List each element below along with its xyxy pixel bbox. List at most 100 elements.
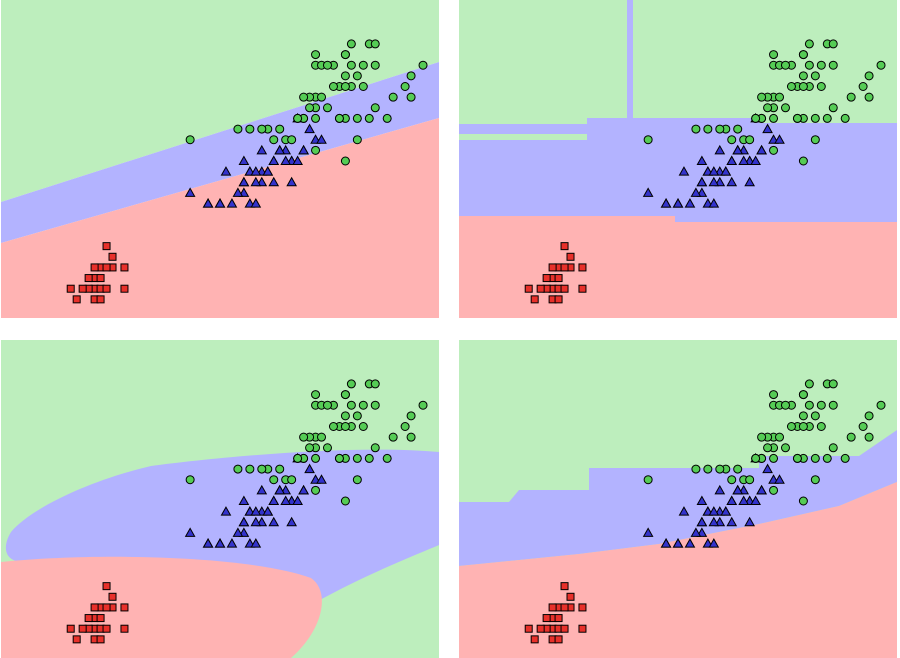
point-class2 bbox=[804, 379, 814, 389]
point-class0 bbox=[554, 295, 563, 304]
point-class1 bbox=[696, 495, 708, 505]
point-class2 bbox=[293, 453, 303, 463]
point-class2 bbox=[780, 60, 790, 70]
point-class1 bbox=[714, 144, 726, 155]
point-class0 bbox=[102, 603, 111, 612]
point-class0 bbox=[542, 614, 551, 623]
point-class0 bbox=[542, 274, 551, 283]
point-class0 bbox=[578, 624, 587, 633]
point-class1 bbox=[660, 198, 672, 208]
point-class2 bbox=[328, 422, 338, 431]
point-class1 bbox=[642, 527, 654, 537]
point-class2 bbox=[733, 464, 743, 474]
point-class2 bbox=[745, 475, 755, 485]
point-class2 bbox=[775, 432, 785, 442]
point-class2 bbox=[798, 496, 808, 506]
point-class2 bbox=[287, 135, 297, 145]
point-class2 bbox=[275, 124, 285, 134]
point-class1 bbox=[238, 176, 250, 187]
point-class0 bbox=[536, 624, 545, 633]
point-class0 bbox=[102, 263, 111, 272]
point-class1 bbox=[726, 495, 738, 505]
point-class1 bbox=[726, 516, 738, 527]
point-class2 bbox=[769, 453, 779, 463]
point-class2 bbox=[828, 443, 838, 453]
point-class2 bbox=[786, 82, 796, 91]
point-class2 bbox=[816, 400, 826, 410]
point-class2 bbox=[257, 464, 267, 474]
point-class1 bbox=[684, 538, 696, 548]
point-class1 bbox=[184, 187, 196, 197]
point-class0 bbox=[548, 263, 557, 272]
point-class2 bbox=[810, 475, 820, 485]
point-class1 bbox=[774, 474, 785, 484]
point-class1 bbox=[732, 144, 744, 155]
point-class2 bbox=[358, 82, 368, 91]
data-points bbox=[66, 379, 428, 644]
point-class2 bbox=[364, 453, 374, 463]
point-class1 bbox=[292, 155, 303, 165]
point-class0 bbox=[102, 582, 111, 591]
point-class2 bbox=[370, 443, 380, 453]
point-class0 bbox=[120, 284, 129, 293]
point-class2 bbox=[780, 443, 790, 453]
point-class1 bbox=[184, 527, 196, 537]
point-class0 bbox=[120, 624, 129, 633]
panel-bottom-right bbox=[459, 340, 897, 658]
point-class2 bbox=[780, 400, 790, 410]
point-class2 bbox=[346, 379, 356, 389]
point-class2 bbox=[406, 92, 416, 102]
point-class0 bbox=[554, 614, 563, 623]
point-class2 bbox=[816, 60, 826, 70]
point-class1 bbox=[292, 495, 303, 505]
point-class2 bbox=[727, 475, 737, 485]
point-class2 bbox=[352, 135, 362, 145]
point-class0 bbox=[560, 582, 569, 591]
point-class2 bbox=[185, 135, 195, 145]
data-points bbox=[66, 39, 428, 304]
point-class2 bbox=[810, 113, 820, 123]
point-class2 bbox=[388, 432, 398, 442]
point-class0 bbox=[560, 242, 569, 251]
point-class2 bbox=[311, 145, 321, 155]
point-class2 bbox=[763, 443, 773, 453]
point-class2 bbox=[322, 103, 332, 113]
point-class0 bbox=[548, 603, 557, 612]
point-class2 bbox=[352, 71, 362, 81]
region-class2 bbox=[1, 0, 439, 202]
point-class1 bbox=[672, 538, 684, 548]
point-class1 bbox=[250, 516, 262, 527]
point-class1 bbox=[202, 538, 214, 548]
point-class0 bbox=[90, 603, 99, 612]
point-class1 bbox=[696, 176, 708, 187]
point-class1 bbox=[642, 187, 654, 197]
point-class2 bbox=[810, 411, 820, 421]
region-class1 bbox=[459, 118, 897, 222]
point-class2 bbox=[317, 92, 327, 102]
point-class1 bbox=[708, 516, 720, 527]
point-class0 bbox=[536, 284, 545, 293]
point-class0 bbox=[560, 263, 569, 272]
point-class1 bbox=[262, 506, 274, 516]
point-class1 bbox=[738, 155, 750, 165]
point-class2 bbox=[780, 103, 790, 113]
point-class1 bbox=[232, 187, 244, 197]
decision-regions bbox=[1, 340, 439, 658]
point-class1 bbox=[726, 176, 738, 187]
point-class1 bbox=[280, 495, 292, 505]
point-class1 bbox=[720, 166, 732, 176]
point-class1 bbox=[762, 123, 773, 134]
point-class1 bbox=[226, 538, 238, 548]
point-class1 bbox=[280, 155, 292, 165]
point-class2 bbox=[828, 400, 838, 410]
point-class0 bbox=[96, 295, 105, 304]
point-class1 bbox=[708, 166, 720, 176]
point-class1 bbox=[684, 198, 696, 208]
point-class0 bbox=[108, 252, 117, 261]
point-class0 bbox=[66, 284, 75, 293]
point-class1 bbox=[238, 155, 250, 165]
point-class2 bbox=[751, 453, 761, 463]
point-class2 bbox=[406, 71, 416, 81]
point-class2 bbox=[691, 124, 701, 134]
point-class1 bbox=[708, 198, 720, 208]
